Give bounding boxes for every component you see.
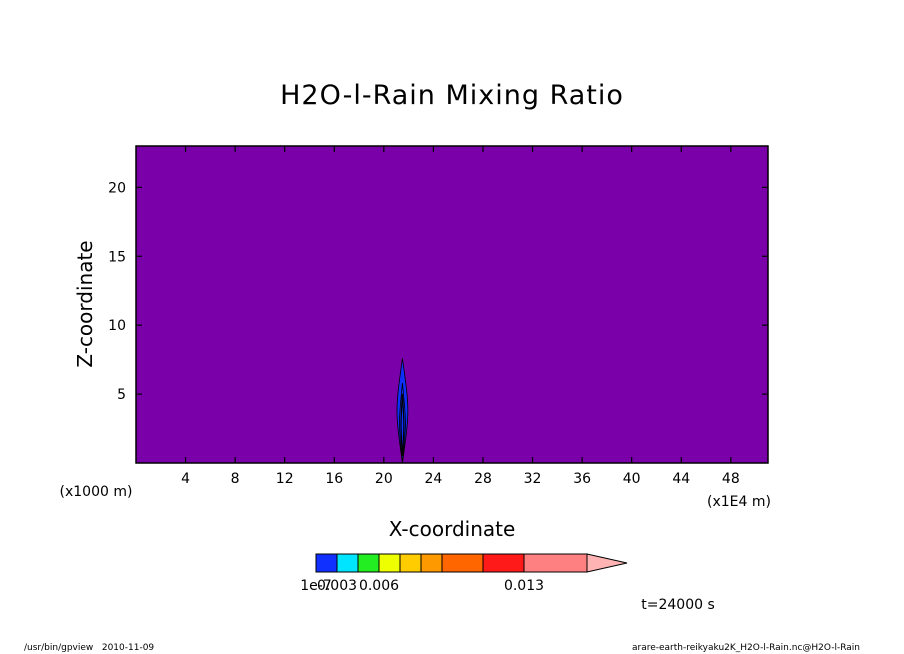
colorbar-swatch xyxy=(378,553,401,573)
chart-title: H2O-l-Rain Mixing Ratio xyxy=(280,80,624,111)
x-tick-label: 36 xyxy=(573,471,591,487)
colorbar-swatch xyxy=(315,553,338,573)
footer-right: arare-earth-reikyaku2K_H2O-l-Rain.nc@H2O… xyxy=(632,643,860,653)
x-tick-label: 20 xyxy=(375,471,393,487)
colorbar-swatch xyxy=(420,553,443,573)
x-tick-label: 40 xyxy=(623,471,641,487)
colorbar-swatch xyxy=(336,553,359,573)
time-label: t=24000 s xyxy=(641,597,715,613)
x-tick-label: 48 xyxy=(722,471,740,487)
y-axis-label: Z-coordinate xyxy=(73,240,97,367)
x-tick-label: 12 xyxy=(276,471,294,487)
colorbar-label: 0.006 xyxy=(359,578,399,594)
y-tick-label: 15 xyxy=(108,249,126,265)
x-tick-label: 16 xyxy=(325,471,343,487)
colorbar-arrow xyxy=(586,553,628,573)
footer-left: /usr/bin/gpview 2010-11-09 xyxy=(24,643,154,653)
y-axis-unit: (x1000 m) xyxy=(60,484,133,500)
plot-background xyxy=(136,146,768,463)
x-tick-label: 28 xyxy=(474,471,492,487)
plot-frame xyxy=(135,145,769,464)
contour-2 xyxy=(400,394,405,457)
colorbar-swatch xyxy=(399,553,422,573)
x-tick-label: 32 xyxy=(524,471,542,487)
colorbar-swatch xyxy=(357,553,380,573)
colorbar-label: 0.013 xyxy=(504,578,544,594)
y-tick-label: 20 xyxy=(108,180,126,196)
contour-features xyxy=(396,358,409,464)
x-tick-label: 44 xyxy=(672,471,690,487)
colorbar: 1e-70.003 0.006 0.013 xyxy=(300,553,628,594)
x-tick-label: 24 xyxy=(424,471,442,487)
y-tick-label: 5 xyxy=(117,387,126,403)
x-tick-label: 4 xyxy=(181,471,190,487)
colorbar-swatch xyxy=(441,553,484,573)
x-axis-label: X-coordinate xyxy=(389,517,516,541)
x-axis-unit: (x1E4 m) xyxy=(707,494,771,510)
colorbar-swatch xyxy=(482,553,525,573)
colorbar-swatch xyxy=(523,553,588,573)
x-tick-label: 8 xyxy=(231,471,240,487)
y-tick-label: 10 xyxy=(108,318,126,334)
colorbar-label: 1e-7 xyxy=(300,578,331,594)
colorbar-label: 0.003 xyxy=(317,578,357,594)
